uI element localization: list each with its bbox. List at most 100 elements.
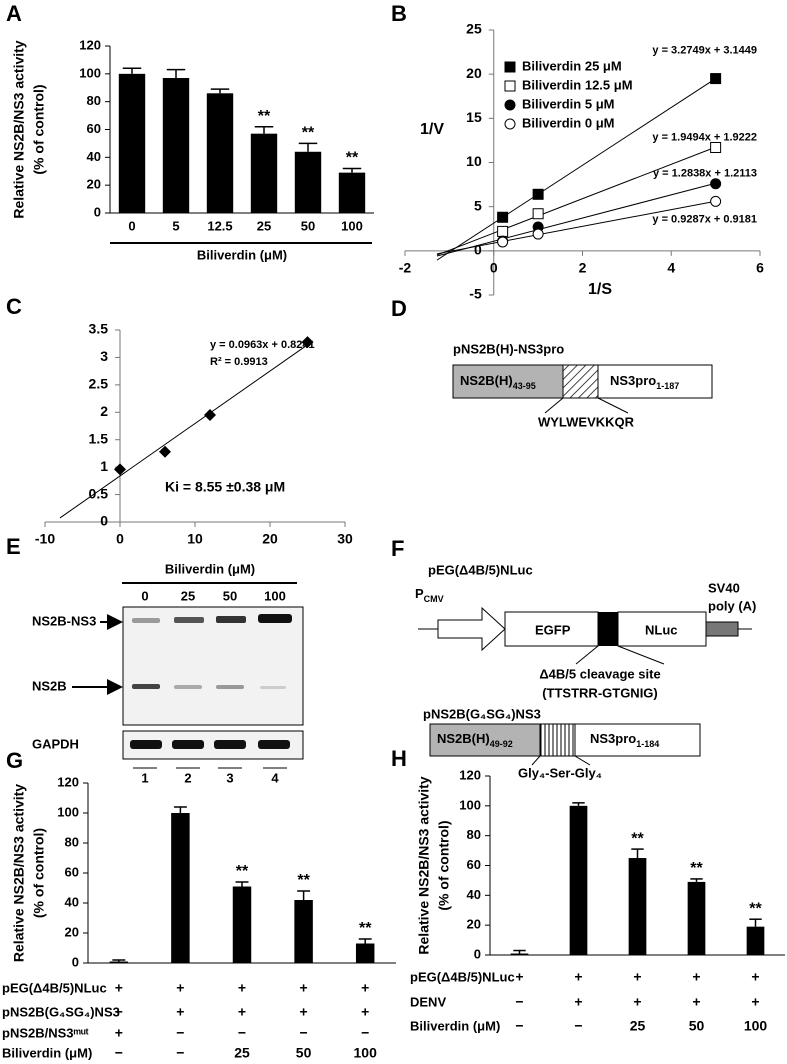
condition-value: − <box>574 1018 582 1034</box>
trend-line <box>436 182 716 257</box>
pointer <box>597 397 629 414</box>
x-tick-label: 12.5 <box>207 218 232 233</box>
condition-value: 25 <box>630 1018 646 1034</box>
significance-label: ** <box>302 125 315 142</box>
site-label: (TTSTRR-GTGNIG) <box>542 685 658 700</box>
y-tick-label: 40 <box>467 887 481 902</box>
significance-label: ** <box>236 863 249 880</box>
band-label: NS2B <box>32 678 67 693</box>
lane-label: 100 <box>264 588 286 603</box>
significance-label: ** <box>631 830 644 847</box>
y-tick-label: 60 <box>87 121 101 136</box>
domain-box <box>597 364 713 399</box>
x-tick-label: 20 <box>262 531 278 547</box>
blot-frame <box>122 606 304 726</box>
bar <box>628 858 647 955</box>
construct-title: pNS2B(G₄SG₄)NS3 <box>423 706 541 721</box>
y-tick-label: 0 <box>474 242 482 258</box>
condition-value: + <box>361 980 369 996</box>
y-tick-label: 0 <box>94 204 101 219</box>
x-tick-label: 0 <box>116 531 124 547</box>
x-tick-label: 4 <box>667 260 675 276</box>
panel-letter: E <box>6 534 21 559</box>
pointer <box>575 645 599 665</box>
band <box>130 740 162 749</box>
x-tick-label: 6 <box>756 260 764 276</box>
x-tick-label: 25 <box>257 218 271 233</box>
y-tick-label: 40 <box>87 149 101 164</box>
band <box>216 616 246 623</box>
promoter-label: PCMV <box>415 586 444 604</box>
equation-label: y = 1.9494x + 1.9222 <box>652 131 757 143</box>
condition-label: pEG(Δ4B/5)NLuc <box>410 969 515 984</box>
condition-label: pNS2B/NS3ᵐᵘᵗ <box>2 1025 89 1040</box>
point <box>710 141 722 153</box>
y-tick-label: 15 <box>466 109 482 125</box>
y-tick-label: 0 <box>100 513 108 529</box>
condition-label: Biliverdin (μM) <box>2 1045 92 1060</box>
condition-value: + <box>238 1004 246 1020</box>
x-tick-label: 50 <box>301 218 315 233</box>
point <box>497 225 509 237</box>
x-axis-label: Biliverdin (μM) <box>197 247 287 262</box>
condition-value: + <box>633 969 641 985</box>
point <box>114 463 126 476</box>
domain-box <box>429 723 541 757</box>
domain-box <box>574 723 701 757</box>
point <box>532 208 544 220</box>
equation-label: y = 3.2749x + 3.1449 <box>652 44 757 56</box>
condition-value: + <box>300 1004 308 1020</box>
y-tick-label: 10 <box>466 153 482 169</box>
y-tick-label: 2.5 <box>89 376 109 392</box>
condition-value: + <box>238 980 246 996</box>
y-tick-label: 40 <box>65 894 79 909</box>
blot-header: Biliverdin (μM) <box>165 561 255 576</box>
y-tick-label: 0 <box>72 954 79 969</box>
condition-value: + <box>361 1004 369 1020</box>
band <box>260 686 286 689</box>
pointer <box>617 645 665 665</box>
equation-label: y = 0.9287x + 0.9181 <box>652 213 757 225</box>
condition-value: + <box>574 969 582 985</box>
domain-box <box>617 611 707 647</box>
western-blot: Biliverdin (μM) 0 25 50 100 NS2B-NS3 NS2… <box>32 561 304 785</box>
trend-line <box>59 344 308 519</box>
point <box>710 195 722 207</box>
band <box>132 618 160 623</box>
domain-label: NLuc <box>645 622 678 637</box>
condition-value: + <box>115 980 123 996</box>
bar <box>294 900 313 963</box>
condition-label: Biliverdin (μM) <box>410 1018 500 1033</box>
legend-label: Biliverdin 25 μM <box>522 58 622 73</box>
panel-letter: F <box>391 536 404 561</box>
bar <box>746 926 765 955</box>
y-tick-label: 20 <box>65 924 79 939</box>
pointer <box>574 755 591 766</box>
condition-value: + <box>515 969 523 985</box>
condition-value: − <box>238 1025 246 1041</box>
band <box>172 740 204 749</box>
construct-diagram: pNS2B(H)-NS3pro NS2B(H)43-95 NS3pro1-187… <box>452 341 713 429</box>
bar <box>109 961 129 963</box>
y-tick-label: 25 <box>466 21 482 37</box>
trend-line <box>436 78 716 261</box>
condition-label: pNS2B(G₄SG₄)NS3 <box>2 1004 120 1019</box>
band <box>174 617 204 623</box>
x-tick-label: -2 <box>399 260 412 276</box>
domain-label: EGFP <box>535 622 571 637</box>
pointer <box>544 397 564 414</box>
bar <box>355 943 375 963</box>
x-tick-label: 2 <box>579 260 587 276</box>
trend-line <box>436 200 716 255</box>
lane-number: 3 <box>226 770 233 785</box>
lane-label: 0 <box>141 588 148 603</box>
band <box>214 740 246 749</box>
condition-value: + <box>176 980 184 996</box>
x-axis-label: 1/S <box>588 281 612 298</box>
y-tick-label: 0.5 <box>89 485 109 501</box>
construct-title: pEG(Δ4B/5)NLuc <box>428 562 533 577</box>
y-tick-label: 120 <box>79 37 101 52</box>
significance-label: ** <box>258 108 271 125</box>
significance-label: ** <box>297 872 310 889</box>
